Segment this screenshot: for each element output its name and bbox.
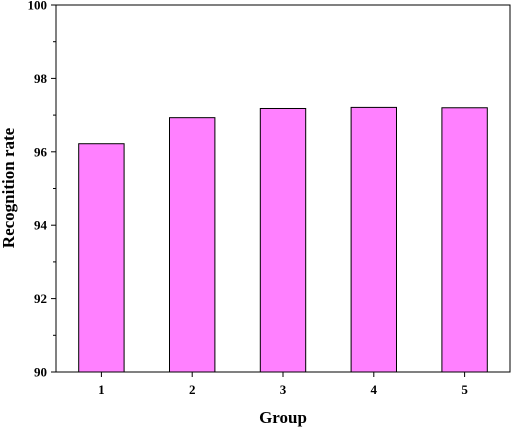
y-axis-title: Recognition rate: [0, 127, 18, 248]
bar-2: [169, 117, 216, 373]
x-tick-label: 5: [461, 382, 468, 397]
y-tick-label: 94: [34, 218, 48, 233]
bar-5: [441, 107, 488, 373]
y-tick-label: 96: [34, 144, 48, 159]
x-tick-label: 1: [98, 382, 105, 397]
bar-4: [350, 106, 398, 373]
x-tick-label: 2: [189, 382, 196, 397]
x-axis: 1 2 3 4 5: [98, 372, 468, 397]
y-axis: 90 92 94 96 98 100: [28, 0, 56, 380]
x-axis-title: Group: [259, 408, 307, 427]
bars-layer: [78, 106, 488, 373]
bar-3: [259, 107, 307, 373]
y-tick-label: 98: [34, 71, 48, 86]
x-tick-label: 3: [280, 382, 287, 397]
y-tick-label: 92: [34, 291, 47, 306]
bar-1: [78, 143, 125, 373]
y-tick-label: 90: [34, 365, 47, 380]
x-tick-label: 4: [371, 382, 378, 397]
y-tick-label: 100: [28, 0, 48, 13]
